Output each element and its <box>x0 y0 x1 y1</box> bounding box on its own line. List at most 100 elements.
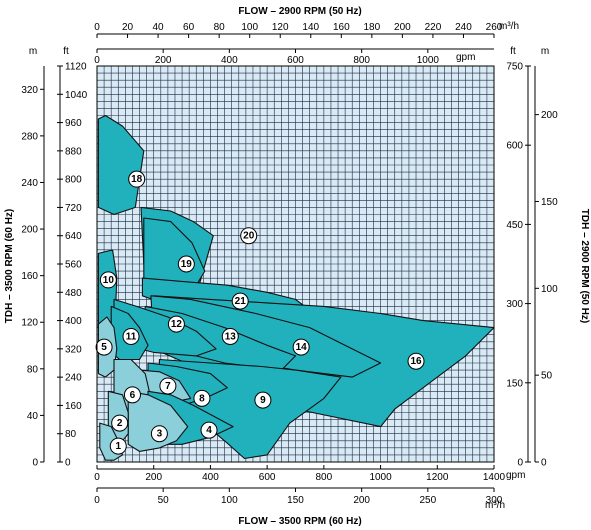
tick-label-top-gpm: 1000 <box>417 55 440 66</box>
pump-label-circle <box>122 327 140 345</box>
pump-label-text: 7 <box>165 381 171 392</box>
unit-top-m3h: m³/h <box>499 21 519 32</box>
pump-label-12: 12 <box>167 315 185 333</box>
pump-label-18: 18 <box>128 170 146 188</box>
pump-label-text: 5 <box>101 342 107 353</box>
tick-label-right-ft: 300 <box>506 299 523 310</box>
right-axis-title: TDH – 2900 RPM (50 Hz) <box>579 209 590 323</box>
unit-right-ft: ft <box>510 46 516 57</box>
tick-label-right-ft: 150 <box>506 378 523 389</box>
tick-label-bottom-m3h: 0 <box>94 495 100 506</box>
pump-label-9: 9 <box>254 391 272 409</box>
tick-label-left-m: 40 <box>27 411 39 422</box>
tick-label-left-ft: 1120 <box>65 62 87 73</box>
unit-left-ft: ft <box>63 46 69 57</box>
pump-label-20: 20 <box>240 227 258 245</box>
pump-label-1: 1 <box>109 437 127 455</box>
pump-label-text: 12 <box>171 319 183 330</box>
pump-label-text: 11 <box>126 331 137 342</box>
pump-label-text: 8 <box>199 393 205 404</box>
pump-label-text: 6 <box>130 390 136 401</box>
tick-label-right-ft: 750 <box>506 62 523 73</box>
pump-label-21: 21 <box>231 292 249 310</box>
plot-frame <box>96 65 495 463</box>
tick-label-left-ft: 400 <box>65 316 82 327</box>
pump-label-text: 3 <box>157 429 163 440</box>
tick-label-bottom-m3h: 300 <box>486 495 503 506</box>
bottom-axis-title: FLOW – 3500 RPM (60 Hz) <box>238 516 361 527</box>
pump-label-circle <box>221 327 239 345</box>
tick-label-bottom-gpm: 0 <box>94 472 100 483</box>
tick-label-left-ft: 560 <box>65 260 82 271</box>
pump-label-text: 4 <box>206 425 212 436</box>
tick-label-top-m3h: 20 <box>122 22 134 33</box>
pump-label-circle <box>240 227 258 245</box>
tick-label-top-m3h: 60 <box>183 22 195 33</box>
unit-left-m: m <box>29 46 37 57</box>
pump-label-2: 2 <box>111 414 129 432</box>
pump-label-14: 14 <box>292 338 310 356</box>
tick-label-left-ft: 80 <box>65 429 77 440</box>
tick-label-left-ft: 800 <box>65 175 82 186</box>
left-axis-title: TDH – 3500 RPM (60 Hz) <box>4 209 15 323</box>
unit-bottom-gpm: gpm <box>506 470 525 481</box>
tick-label-left-ft: 880 <box>65 146 82 157</box>
pump-label-5: 5 <box>95 338 113 356</box>
tick-label-top-gpm: 600 <box>287 55 304 66</box>
tick-label-top-m3h: 220 <box>425 22 442 33</box>
pump-label-13: 13 <box>221 327 239 345</box>
pump-label-6: 6 <box>123 386 141 404</box>
tick-label-left-ft: 1040 <box>65 90 88 101</box>
pump-label-text: 14 <box>296 342 308 353</box>
tick-label-right-m: 200 <box>541 110 558 121</box>
tick-label-right-ft: 0 <box>517 458 523 469</box>
pump-label-16: 16 <box>407 352 425 370</box>
unit-right-m: m <box>541 46 549 57</box>
tick-label-bottom-gpm: 1200 <box>426 472 449 483</box>
pump-label-text: 16 <box>410 356 422 367</box>
pump-label-circle <box>177 255 195 273</box>
pump-label-circle <box>167 315 185 333</box>
tick-label-left-m: 160 <box>21 271 38 282</box>
tick-label-left-ft: 640 <box>65 231 82 242</box>
pump-label-text: 2 <box>117 418 123 429</box>
pump-label-text: 18 <box>131 174 143 185</box>
pump-label-circle <box>292 338 310 356</box>
tick-label-left-m: 240 <box>21 178 38 189</box>
tick-label-bottom-gpm: 400 <box>202 472 219 483</box>
pump-label-11: 11 <box>122 327 140 345</box>
pump-label-text: 1 <box>115 441 121 452</box>
unit-bottom-m3h: m³/h <box>485 500 505 511</box>
tick-label-bottom-gpm: 800 <box>316 472 333 483</box>
pump-label-text: 9 <box>260 395 266 406</box>
pump-label-text: 19 <box>181 259 193 270</box>
tick-label-top-gpm: 800 <box>353 55 370 66</box>
tick-label-left-ft: 160 <box>65 401 82 412</box>
pump-label-circle <box>128 170 146 188</box>
pump-label-8: 8 <box>193 389 211 407</box>
tick-label-top-m3h: 40 <box>153 22 165 33</box>
pump-label-circle <box>193 389 211 407</box>
pump-label-circle <box>111 414 129 432</box>
tick-label-right-m: 100 <box>541 284 558 295</box>
tick-label-right-m: 50 <box>541 371 553 382</box>
top-axis-title: FLOW – 2900 RPM (50 Hz) <box>238 6 361 17</box>
unit-top-gpm: gpm <box>456 52 475 63</box>
tick-label-bottom-gpm: 1000 <box>369 472 392 483</box>
pump-label-text: 13 <box>225 331 237 342</box>
tick-label-top-gpm: 400 <box>221 55 238 66</box>
pump-label-circle <box>123 386 141 404</box>
tick-label-top-m3h: 260 <box>486 22 503 33</box>
tick-label-top-m3h: 0 <box>94 22 100 33</box>
pump-label-19: 19 <box>177 255 195 273</box>
pump-label-3: 3 <box>150 425 168 443</box>
tick-label-left-ft: 320 <box>65 344 82 355</box>
tick-label-bottom-gpm: 200 <box>145 472 162 483</box>
tick-label-top-gpm: 0 <box>94 55 100 66</box>
tick-label-left-ft: 480 <box>65 288 82 299</box>
tick-label-left-m: 200 <box>21 225 38 236</box>
tick-label-top-m3h: 180 <box>364 22 381 33</box>
pump-region-3 <box>127 390 189 452</box>
